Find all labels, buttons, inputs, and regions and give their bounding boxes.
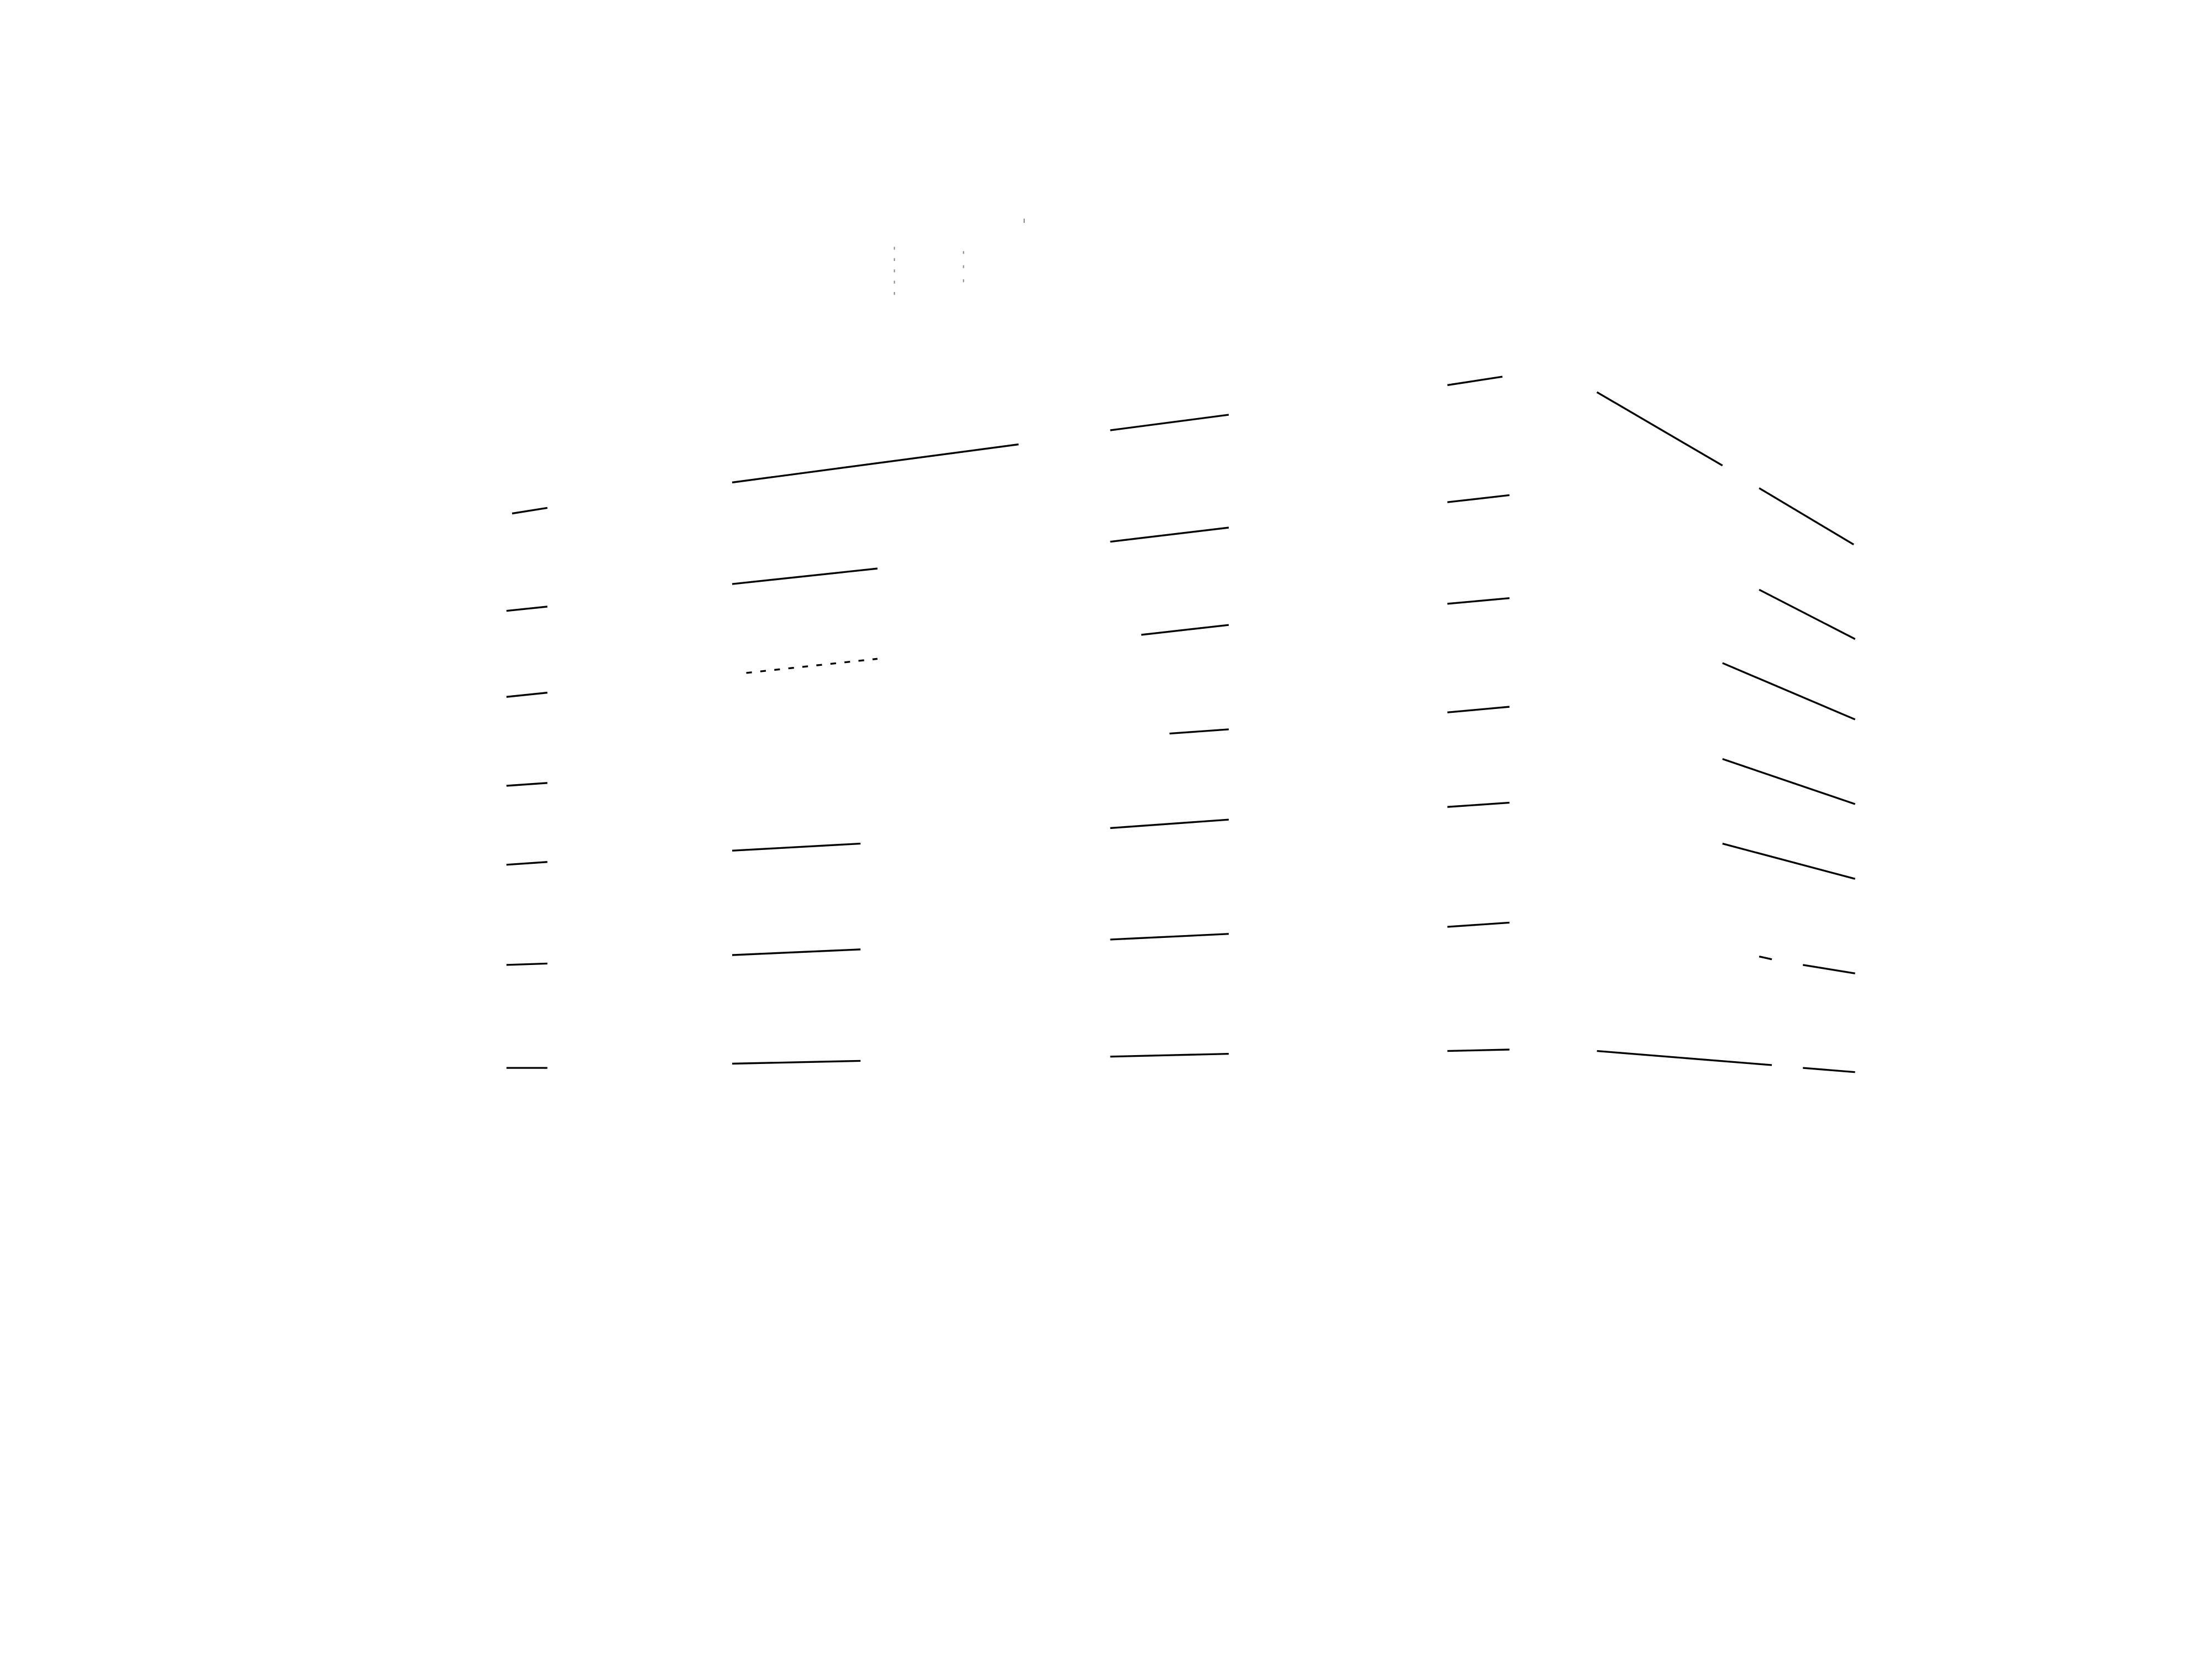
stroke	[1759, 955, 1772, 961]
stroke	[506, 861, 547, 866]
marks-top	[894, 218, 1025, 296]
stroke	[1141, 624, 1229, 636]
stroke	[732, 567, 878, 585]
stroke	[506, 782, 547, 787]
stroke	[506, 962, 547, 966]
stroke	[1447, 706, 1510, 713]
stroke	[1447, 921, 1510, 928]
stroke	[1722, 662, 1856, 721]
stroke	[1759, 487, 1854, 546]
stroke	[506, 691, 547, 698]
stroke	[732, 443, 1019, 484]
stroke	[512, 507, 548, 515]
stroke	[1110, 933, 1229, 941]
stroke	[1447, 597, 1510, 605]
stroke	[1722, 842, 1856, 880]
stroke	[1759, 588, 1856, 640]
stroke	[1802, 964, 1855, 974]
stroke	[1447, 494, 1510, 503]
stroke	[732, 948, 861, 956]
stroke	[732, 1060, 861, 1065]
stroke	[1803, 1067, 1855, 1073]
stroke	[1110, 1052, 1229, 1058]
stroke	[1110, 818, 1229, 830]
stroke	[732, 842, 861, 852]
stroke	[1597, 1050, 1772, 1066]
stroke	[1447, 1048, 1510, 1052]
stroke	[1722, 758, 1856, 805]
stroke	[1447, 375, 1503, 387]
column-3	[1110, 414, 1229, 1058]
column-4	[1447, 375, 1510, 1052]
stroke	[506, 606, 547, 612]
column-2	[732, 443, 1019, 1065]
stroke	[1447, 801, 1510, 808]
stroke	[1110, 526, 1229, 543]
column-5	[1596, 391, 1856, 1073]
column-1	[506, 507, 548, 1069]
stroke	[1110, 414, 1229, 431]
stroke	[1169, 728, 1229, 735]
stroke	[1596, 391, 1723, 467]
